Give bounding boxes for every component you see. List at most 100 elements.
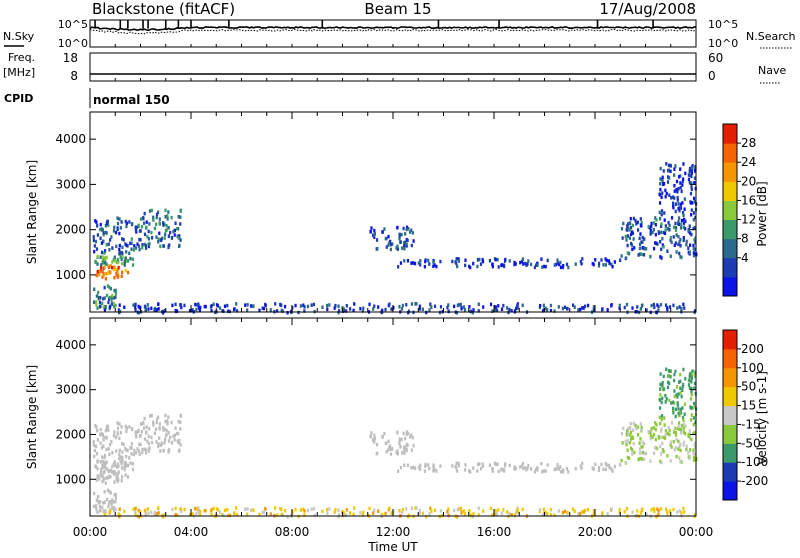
velocity-cell (410, 433, 413, 437)
velocity-cell (95, 451, 99, 456)
power-cell (433, 263, 436, 267)
velocity-cell (144, 448, 148, 453)
velocity-cell (657, 436, 661, 440)
power-cell (264, 302, 267, 307)
velocity-cell (116, 421, 119, 425)
velocity-cell (606, 512, 609, 516)
x-axis-label: Time UT (367, 540, 418, 554)
power-cell (620, 254, 623, 258)
power-cell (110, 302, 114, 306)
power-cell (627, 222, 630, 226)
velocity-cell (626, 429, 629, 433)
power-cell (504, 257, 507, 262)
power-cell (693, 200, 697, 204)
velocity-cell (410, 448, 413, 452)
velocity-cell (118, 448, 121, 453)
velocity-cell (119, 430, 122, 435)
power-cell (678, 305, 681, 309)
power-cell (666, 226, 669, 231)
velocity-cell (333, 510, 336, 514)
velocity-cell (683, 412, 686, 416)
velocity-cell (142, 421, 145, 426)
freq-unit: [MHz] (3, 66, 35, 79)
velocity-cell (131, 467, 135, 472)
velocity-cell (388, 506, 391, 511)
power-cell (102, 256, 105, 261)
power-cell (601, 307, 604, 311)
velocity-cell (102, 435, 105, 440)
velocity-cell (432, 464, 435, 469)
power-cell (173, 228, 177, 233)
velocity-cell (620, 431, 624, 436)
power-cell (195, 307, 198, 312)
velocity-cell (516, 508, 519, 512)
power-cell (139, 229, 142, 233)
velocity-cell (679, 372, 682, 377)
velocity-cell (527, 463, 530, 468)
velocity-cell (328, 507, 331, 511)
velocity-cell (667, 373, 670, 378)
power-cell (639, 223, 642, 227)
x-tick-label: 12:00 (376, 525, 411, 539)
power-cell (629, 221, 632, 226)
velocity-cell (258, 512, 261, 517)
power-cell (396, 244, 399, 249)
power-cell (98, 305, 101, 309)
power-cell (679, 237, 682, 242)
velocity-cell (124, 473, 127, 477)
power-cell (312, 302, 316, 307)
velocity-cell (112, 508, 116, 513)
velocity-cell (677, 426, 680, 431)
nsky-line (89, 25, 697, 32)
velocity-cell (687, 433, 690, 437)
power-cell (103, 296, 106, 300)
power-cell (635, 222, 638, 226)
power-cell (627, 226, 630, 231)
velocity-cell (401, 451, 404, 455)
power-cell (155, 235, 158, 239)
velocity-cell (594, 462, 597, 467)
power-cell (104, 261, 107, 265)
power-cell (469, 265, 472, 270)
velocity-cell (684, 424, 687, 429)
power-cell (455, 261, 458, 266)
velocity-cell (688, 386, 691, 390)
velocity-cell (155, 417, 159, 422)
velocity-cell (668, 432, 671, 437)
power-cell (124, 268, 127, 273)
velocity-cell (666, 511, 669, 516)
power-cell (127, 259, 130, 263)
power-cell (640, 252, 643, 257)
power-cell (496, 257, 499, 262)
velocity-cell (690, 417, 693, 422)
velocity-cell (494, 462, 497, 466)
power-cell (608, 261, 611, 265)
velocity-cell (629, 426, 632, 431)
velocity-cell (326, 511, 329, 516)
velocity-cell (116, 475, 119, 480)
power-cell (195, 303, 199, 307)
power-cell (673, 167, 676, 171)
power-cell (116, 221, 120, 226)
power-cell (521, 257, 525, 261)
velocity-cell (148, 427, 151, 431)
velocity-cell (577, 512, 580, 516)
power-cell (163, 222, 166, 226)
power-cell (150, 236, 154, 240)
velocity-cell (668, 398, 671, 403)
velocity-cell (631, 510, 634, 514)
power-cell (671, 201, 675, 206)
velocity-cell (521, 461, 525, 466)
velocity-cell (477, 506, 480, 511)
velocity-cell (463, 511, 467, 516)
velocity-cell (580, 466, 583, 470)
velocity-cell (103, 512, 107, 517)
power-cell (345, 304, 348, 308)
power-cell (132, 303, 135, 307)
power-cell (654, 241, 657, 245)
velocity-cell (690, 437, 693, 442)
power-cell (476, 258, 480, 262)
power-cell (692, 253, 696, 258)
velocity-cell (99, 460, 102, 464)
power-cell (104, 224, 107, 228)
